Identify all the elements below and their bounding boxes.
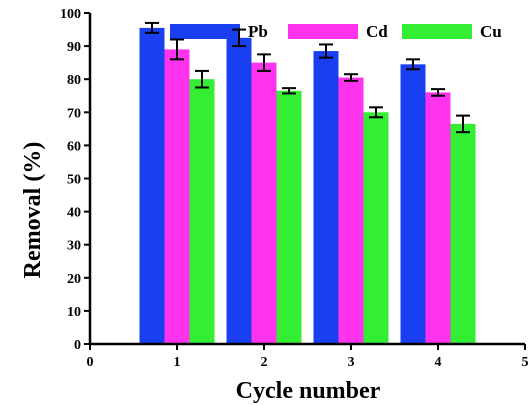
bar-cu-cycle-1	[189, 79, 215, 344]
y-tick-label: 80	[67, 73, 81, 88]
bar-cd-cycle-3	[338, 77, 364, 345]
y-tick-label: 40	[67, 206, 81, 221]
error-bar-pb-cycle-4	[406, 58, 420, 71]
x-tick-label: 3	[348, 355, 355, 370]
bar-cd-cycle-1	[164, 49, 190, 344]
bar-cd-cycle-2	[251, 62, 277, 345]
tick-group: 0 10 20 30 40 50 60 70 80 90 100 0 1 2 3 4 5	[60, 7, 529, 370]
bar-series-group	[139, 27, 476, 345]
legend-label-cu: Cu	[480, 22, 502, 41]
legend: Pb Cd Cu	[170, 22, 502, 41]
error-bar-cu-cycle-2	[282, 87, 296, 95]
bar-pb-cycle-3	[313, 51, 339, 344]
y-tick-label: 60	[67, 139, 81, 154]
y-tick-label: 20	[67, 272, 81, 287]
error-bar-cd-cycle-1	[170, 38, 184, 61]
bar-cu-cycle-3	[363, 112, 389, 344]
bar-cu-cycle-4	[450, 123, 476, 344]
error-bar-cd-cycle-4	[431, 88, 445, 97]
legend-label-cd: Cd	[366, 22, 388, 41]
bar-cu-cycle-2	[276, 90, 302, 344]
error-bar-pb-cycle-3	[319, 43, 333, 59]
y-tick-label: 0	[74, 338, 81, 353]
x-tick-label: 2	[261, 355, 268, 370]
legend-item-cu: Cu	[402, 22, 502, 41]
legend-item-cd: Cd	[288, 22, 388, 41]
y-axis-title: Removal (%)	[20, 142, 46, 279]
bar-pb-cycle-4	[400, 64, 426, 345]
error-bar-group	[145, 21, 470, 134]
error-bar-cu-cycle-4	[456, 114, 470, 134]
x-axis-title: Cycle number	[236, 378, 381, 404]
legend-swatch-cu	[402, 24, 472, 39]
y-tick-label: 10	[67, 305, 81, 320]
legend-swatch-pb	[170, 24, 240, 39]
x-tick-label: 5	[522, 355, 529, 370]
y-tick-label: 100	[60, 7, 81, 22]
error-bar-pb-cycle-2	[232, 28, 246, 48]
y-tick-label: 70	[67, 106, 81, 121]
y-tick-label: 30	[67, 239, 81, 254]
legend-swatch-cd	[288, 24, 358, 39]
legend-label-pb: Pb	[248, 22, 268, 41]
error-bar-cd-cycle-3	[344, 73, 358, 82]
y-tick-label: 50	[67, 173, 81, 188]
legend-item-pb: Pb	[170, 22, 268, 41]
bar-pb-cycle-2	[226, 37, 252, 344]
x-tick-label: 0	[87, 355, 94, 370]
y-tick-label: 90	[67, 40, 81, 55]
bar-cd-cycle-4	[425, 92, 451, 344]
error-bar-cu-cycle-3	[369, 106, 383, 119]
error-bar-cu-cycle-1	[195, 69, 209, 89]
bar-pb-cycle-1	[139, 27, 165, 345]
x-tick-label: 1	[174, 355, 181, 370]
error-bar-cd-cycle-2	[257, 53, 271, 72]
x-tick-label: 4	[435, 355, 442, 370]
error-bar-pb-cycle-1	[145, 21, 159, 34]
